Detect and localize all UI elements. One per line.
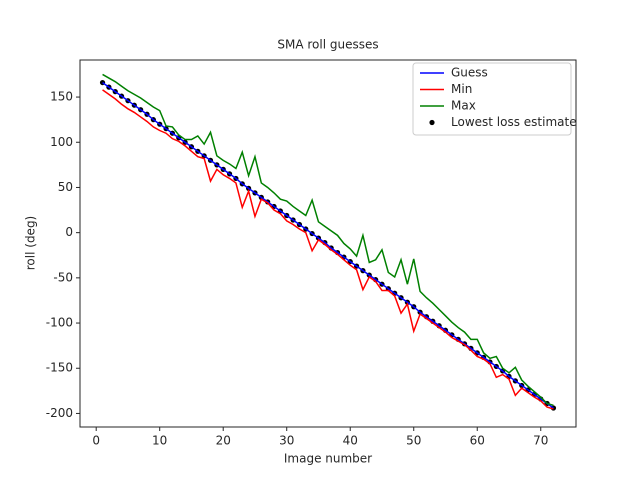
legend-marker [429,119,435,126]
y-tick-label: -100 [46,316,73,330]
y-tick-label: -150 [46,361,73,375]
legend-label: Min [451,82,472,96]
x-tick-label: 60 [470,434,485,448]
y-axis-label: roll (deg) [24,216,38,270]
plot-frame [79,59,577,428]
x-tick-label: 40 [343,434,358,448]
y-tick-label: 50 [58,180,73,194]
x-tick-label: 10 [152,434,167,448]
x-axis-label: Image number [284,452,372,466]
y-tick-label: 150 [50,90,73,104]
x-tick-label: 70 [533,434,548,448]
y-tick-label: 0 [65,225,73,239]
series-line [102,89,554,410]
y-tick-label: 100 [50,135,73,149]
legend-label: Guess [451,66,488,80]
series-line [102,81,554,409]
x-tick-label: 30 [279,434,294,448]
x-tick-label: 50 [406,434,421,448]
y-tick-label: -200 [46,406,73,420]
series-line [102,73,554,407]
x-tick-label: 20 [216,434,231,448]
legend-label: Max [451,99,476,113]
legend-label: Lowest loss estimate [451,115,577,129]
x-tick-label: 0 [92,434,100,448]
legend-box [412,62,572,136]
y-tick-label: -50 [53,270,73,284]
chart-title: SMA roll guesses [277,38,378,52]
